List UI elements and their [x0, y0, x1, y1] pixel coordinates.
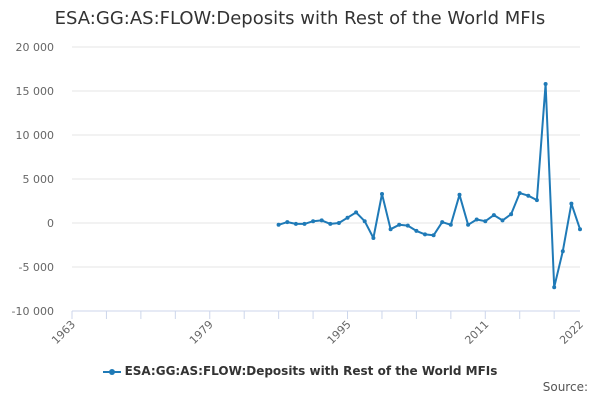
data-point[interactable]	[405, 223, 410, 228]
data-point[interactable]	[311, 219, 316, 224]
data-point[interactable]	[552, 285, 557, 290]
data-point[interactable]	[474, 217, 479, 222]
y-tick-label: -10 000	[12, 305, 54, 318]
data-point[interactable]	[560, 249, 565, 254]
data-point[interactable]	[509, 212, 514, 217]
data-point[interactable]	[440, 220, 445, 225]
y-tick-label: 15 000	[16, 85, 55, 98]
legend-label: ESA:GG:AS:FLOW:Deposits with Rest of the…	[124, 364, 498, 378]
chart-title: ESA:GG:AS:FLOW:Deposits with Rest of the…	[54, 8, 546, 29]
data-point[interactable]	[517, 191, 522, 196]
data-point[interactable]	[362, 219, 367, 224]
x-axis: 1963 1979 1995 2011 2022	[49, 310, 586, 347]
x-tick-label: 2011	[462, 318, 491, 347]
series-group	[276, 82, 582, 290]
data-point[interactable]	[293, 221, 298, 226]
y-tick-label: 5 000	[23, 173, 55, 186]
data-point[interactable]	[285, 220, 290, 225]
data-point[interactable]	[466, 222, 471, 227]
source-label[interactable]: Source:	[542, 380, 588, 394]
data-point[interactable]	[500, 218, 505, 223]
y-tick-label: 20 000	[16, 41, 55, 54]
y-axis-labels: 20 000 15 000 10 000 5 000 0 -5 000 -10 000	[12, 41, 54, 318]
data-point[interactable]	[336, 221, 341, 225]
data-point[interactable]	[380, 192, 384, 196]
series-line	[278, 83, 581, 289]
data-point[interactable]	[526, 193, 531, 198]
y-tick-label: -5 000	[19, 261, 54, 274]
data-point[interactable]	[448, 222, 453, 227]
data-point[interactable]	[354, 210, 359, 215]
data-point[interactable]	[569, 201, 574, 206]
x-tick-label: 1995	[325, 318, 354, 347]
data-point[interactable]	[414, 228, 419, 233]
legend-line-marker-icon	[102, 367, 121, 377]
data-point[interactable]	[491, 213, 496, 218]
data-point[interactable]	[345, 215, 350, 220]
data-point[interactable]	[423, 232, 427, 237]
data-point[interactable]	[302, 221, 307, 226]
data-point[interactable]	[328, 221, 333, 226]
legend[interactable]: ESA:GG:AS:FLOW:Deposits with Rest of the…	[0, 364, 600, 378]
x-tick-label: 1963	[49, 318, 78, 347]
y-tick-label: 10 000	[16, 129, 55, 142]
y-tick-label: 0	[47, 217, 54, 230]
data-point[interactable]	[397, 222, 402, 227]
x-tick-label: 2022	[557, 318, 586, 347]
x-tick-label: 1979	[187, 318, 216, 347]
data-point[interactable]	[483, 219, 488, 224]
data-point[interactable]	[457, 192, 462, 197]
data-point[interactable]	[578, 227, 582, 232]
data-point[interactable]	[431, 233, 436, 238]
data-point[interactable]	[543, 82, 548, 86]
data-point[interactable]	[276, 222, 281, 227]
data-point[interactable]	[534, 198, 539, 203]
grid-lines	[72, 46, 580, 312]
data-point[interactable]	[319, 218, 324, 223]
data-point[interactable]	[388, 227, 393, 232]
data-point[interactable]	[371, 236, 376, 240]
